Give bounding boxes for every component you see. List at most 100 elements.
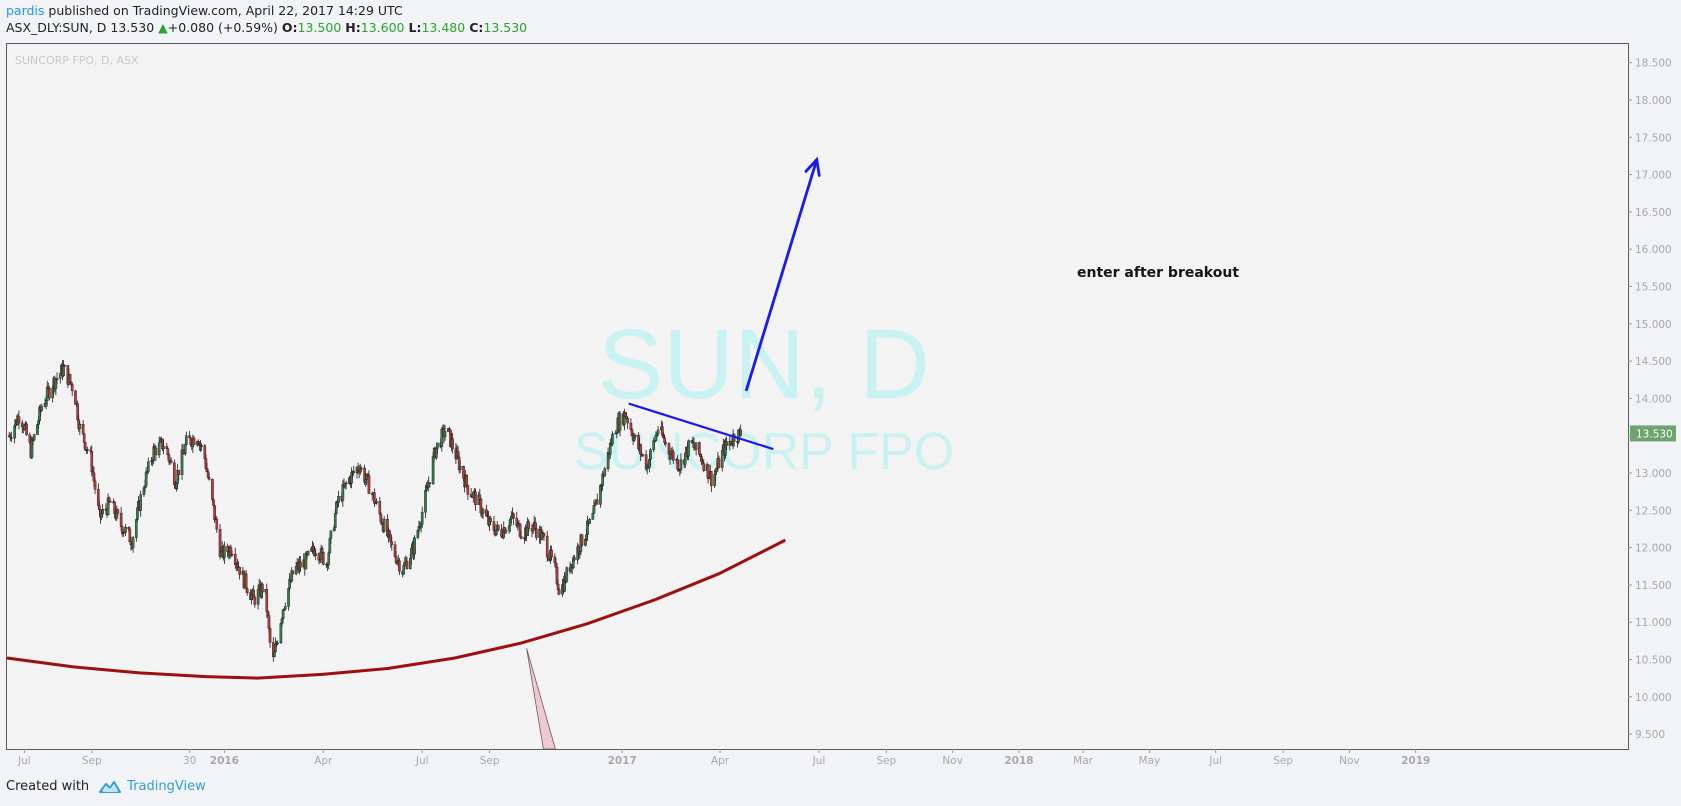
- candle-body: [618, 413, 622, 431]
- y-tick-label: 11.000: [1635, 617, 1672, 629]
- candle-body: [265, 589, 269, 612]
- x-tick-label: Nov: [942, 755, 963, 767]
- close-label: C:: [469, 20, 484, 35]
- y-tick-label: 15.000: [1635, 319, 1672, 331]
- y-tick-label: 14.000: [1635, 393, 1672, 405]
- candle-body: [739, 429, 742, 436]
- candle-body: [108, 501, 112, 503]
- x-tick-label: Sep: [1273, 755, 1293, 767]
- candle-body: [154, 447, 158, 456]
- x-tick-label: Sep: [480, 755, 500, 767]
- price-axis[interactable]: 18.500 18.000 17.500 17.000 16.500 16.000 15.5…: [1628, 58, 1676, 741]
- candle-body: [256, 589, 260, 605]
- candle-body: [458, 466, 462, 471]
- candle-body: [649, 449, 652, 460]
- candle-body: [98, 505, 101, 510]
- candle-body: [322, 551, 325, 565]
- y-tick-label: 14.500: [1635, 356, 1672, 368]
- candle-body: [283, 606, 287, 610]
- close-value: 13.530: [483, 20, 528, 35]
- watermark-ticker: SUN, D: [598, 309, 930, 419]
- candle-body: [116, 509, 120, 514]
- published-text: published on TradingView.com, April 22, …: [44, 3, 403, 18]
- candle-body: [698, 442, 701, 455]
- candle-body: [223, 545, 226, 559]
- candle-body: [388, 530, 391, 535]
- candle-body: [314, 553, 317, 556]
- watermark-name: SUNCORP FPO: [574, 423, 954, 481]
- x-tick-label: Sep: [82, 755, 102, 767]
- y-tick-label: 10.000: [1635, 692, 1672, 704]
- candle-body: [375, 501, 378, 504]
- candle-body: [74, 390, 77, 405]
- candle-body: [382, 518, 386, 532]
- symbol-info: ASX_DLY:SUN, D 13.530 ▲+0.080 (+0.59%) O…: [6, 20, 527, 35]
- y-tick-label: 16.000: [1635, 244, 1672, 256]
- candle-body: [291, 570, 295, 575]
- candle-body: [573, 557, 576, 561]
- candle-body: [481, 509, 485, 514]
- x-tick-label: 2019: [1401, 755, 1430, 767]
- candle-body: [519, 536, 523, 539]
- candle-body: [48, 388, 51, 399]
- y-tick-label: 12.000: [1635, 543, 1672, 555]
- candle-body: [717, 458, 721, 468]
- candle-body: [192, 437, 196, 445]
- price-change: +0.080 (+0.59%): [167, 20, 278, 35]
- footer: Created with TradingView: [6, 779, 206, 794]
- candle-body: [230, 554, 234, 556]
- time-axis[interactable]: Jul Sep 30 2016 Apr Jul Sep 2017 Apr Jul Sep Nov 201…: [17, 749, 1430, 767]
- candle-body: [443, 431, 447, 437]
- candle-body: [535, 528, 538, 538]
- candle-body: [710, 471, 713, 486]
- candle-body: [333, 513, 337, 528]
- x-tick-label: Mar: [1073, 755, 1093, 767]
- candle-body: [62, 365, 65, 376]
- candle-body: [244, 573, 248, 589]
- candle-body: [611, 433, 614, 445]
- candle-body: [489, 518, 492, 522]
- candle-body: [591, 513, 595, 520]
- candle-body: [86, 449, 89, 451]
- author-link[interactable]: pardis: [6, 3, 45, 18]
- tradingview-link[interactable]: TradingView: [127, 779, 206, 794]
- x-tick-label: Apr: [314, 755, 333, 767]
- y-tick-label: 18.500: [1635, 58, 1672, 70]
- x-tick-label: Apr: [711, 755, 730, 767]
- annotation-text[interactable]: enter after breakout: [1077, 265, 1239, 281]
- candle-body: [177, 469, 181, 475]
- candle-body: [157, 442, 161, 456]
- candle-body: [25, 423, 28, 436]
- y-tick-label: 15.500: [1635, 281, 1672, 293]
- candle-body: [687, 440, 690, 457]
- candle-body: [299, 561, 302, 568]
- candle-body: [329, 530, 333, 539]
- candle-body: [542, 533, 546, 537]
- candle-body: [200, 445, 203, 447]
- publish-info: pardis published on TradingView.com, Apr…: [6, 3, 403, 18]
- y-tick-label: 10.500: [1635, 654, 1672, 666]
- candle-body: [410, 547, 413, 559]
- high-value: 13.600: [360, 20, 405, 35]
- candle-body: [474, 491, 477, 506]
- candle-body: [405, 560, 409, 569]
- candle-body: [162, 446, 165, 450]
- candle-body: [183, 444, 187, 454]
- drawings[interactable]: [6, 156, 821, 750]
- candle-body: [40, 406, 44, 411]
- candle-body: [10, 437, 13, 439]
- candle-body: [32, 434, 36, 441]
- x-tick-label: Jul: [415, 755, 429, 767]
- high-label: H:: [345, 20, 361, 35]
- y-tick-label: 9.500: [1635, 729, 1665, 741]
- candle-body: [93, 480, 97, 490]
- candle-body: [70, 384, 74, 392]
- open-value: 13.500: [297, 20, 342, 35]
- last-price-tag-label: 13.530: [1636, 428, 1673, 440]
- tradingview-logo-icon[interactable]: [99, 780, 122, 794]
- candle-body: [497, 524, 500, 530]
- candle-body: [119, 512, 123, 527]
- candle-body: [152, 446, 156, 461]
- candle-body: [245, 588, 249, 593]
